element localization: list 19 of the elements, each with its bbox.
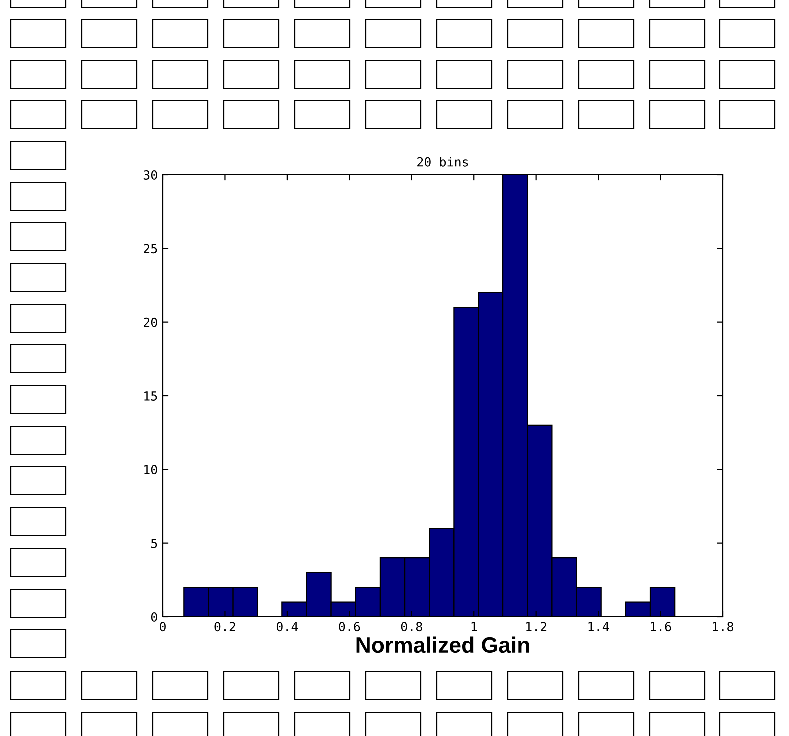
chart-title: 20 bins bbox=[418, 157, 468, 167]
y-tick-label: 20 bbox=[144, 318, 158, 328]
x-tick-label: 1.4 bbox=[588, 622, 610, 632]
x-tick-label: 0.4 bbox=[276, 622, 298, 632]
x-tick-label: 0.8 bbox=[401, 622, 422, 632]
x-tick-label: 0 bbox=[160, 622, 166, 632]
x-tick-label: 1.6 bbox=[650, 622, 672, 632]
x-tick-label: 0.6 bbox=[339, 622, 360, 632]
x-tick-label: 1.8 bbox=[713, 622, 734, 632]
x-axis-title: Normalized Gain bbox=[356, 636, 530, 654]
x-tick-label: 1.2 bbox=[526, 622, 547, 632]
y-tick-label: 10 bbox=[144, 465, 158, 475]
x-tick-label: 0.2 bbox=[214, 622, 236, 632]
y-tick-label: 25 bbox=[144, 244, 158, 254]
y-tick-label: 30 bbox=[144, 170, 158, 180]
y-tick-label: 15 bbox=[144, 392, 158, 401]
y-tick-label: 0 bbox=[151, 612, 158, 622]
x-tick-label: 1 bbox=[472, 622, 478, 632]
y-tick-label: 5 bbox=[151, 539, 158, 548]
